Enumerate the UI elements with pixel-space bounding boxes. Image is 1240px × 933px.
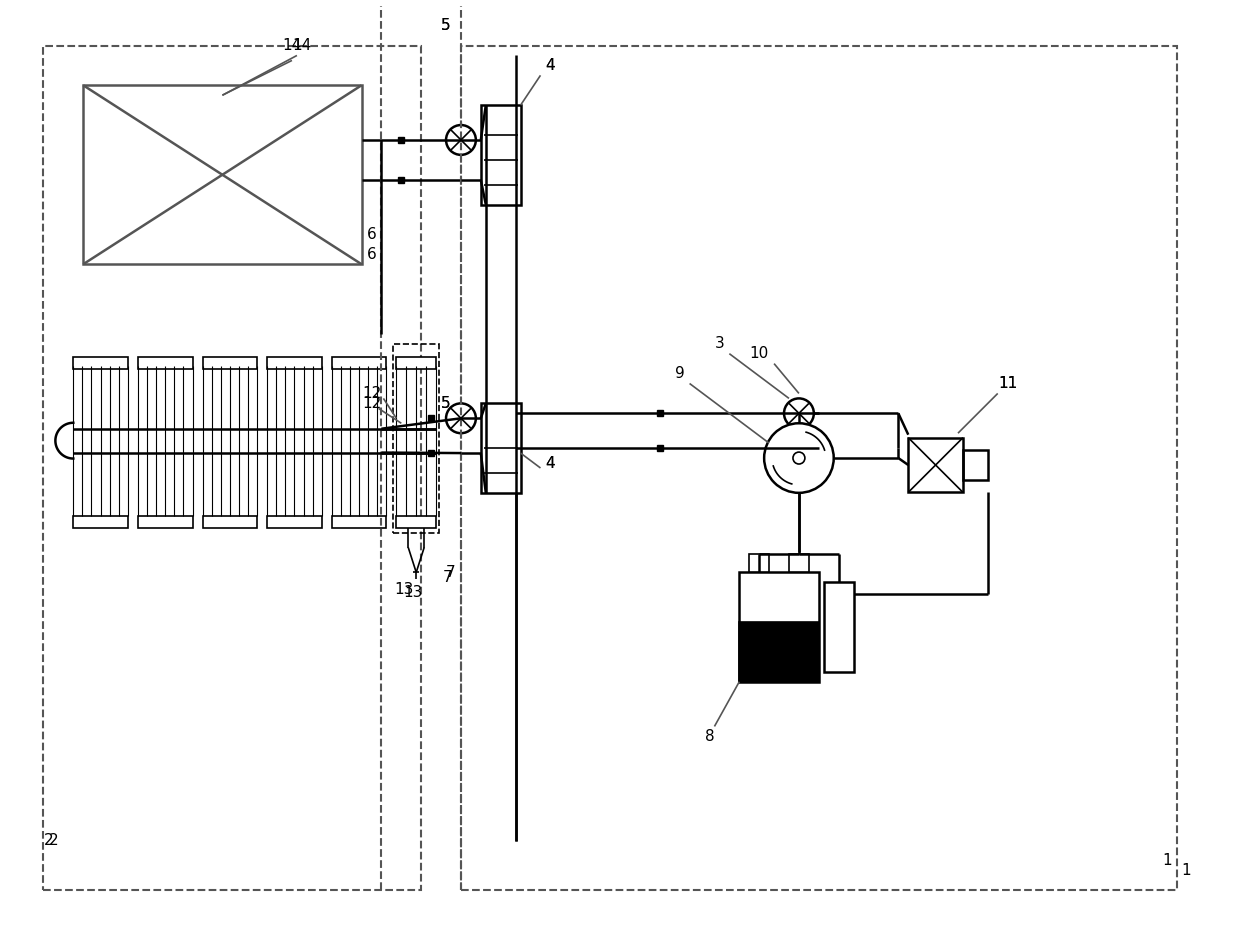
Text: 5: 5 bbox=[441, 18, 451, 34]
Text: 4: 4 bbox=[546, 455, 556, 470]
Text: 8: 8 bbox=[704, 729, 714, 744]
Text: 4: 4 bbox=[546, 455, 556, 470]
Bar bbox=[267, 516, 322, 528]
Bar bbox=[267, 356, 322, 369]
Text: 2: 2 bbox=[48, 833, 58, 848]
Bar bbox=[83, 85, 362, 264]
Bar bbox=[749, 554, 769, 572]
Bar bbox=[138, 356, 192, 369]
Text: 5: 5 bbox=[441, 18, 451, 34]
Bar bbox=[789, 554, 808, 572]
Circle shape bbox=[784, 398, 813, 428]
Text: 12: 12 bbox=[362, 386, 381, 401]
Circle shape bbox=[446, 125, 476, 155]
Text: 5: 5 bbox=[441, 396, 451, 411]
Text: 6: 6 bbox=[367, 227, 377, 242]
Text: 1: 1 bbox=[1182, 863, 1192, 878]
Bar bbox=[43, 46, 422, 890]
Text: 14: 14 bbox=[283, 38, 301, 53]
Text: 12: 12 bbox=[362, 396, 381, 411]
Bar bbox=[908, 438, 963, 493]
Bar bbox=[739, 621, 818, 682]
Bar bbox=[461, 46, 1177, 890]
Bar bbox=[823, 582, 853, 672]
Text: 14: 14 bbox=[293, 38, 311, 53]
Text: 11: 11 bbox=[998, 376, 1017, 391]
Bar bbox=[397, 516, 436, 528]
Text: 9: 9 bbox=[675, 366, 684, 381]
Text: 5: 5 bbox=[441, 396, 451, 411]
Text: 4: 4 bbox=[546, 58, 556, 73]
Bar bbox=[393, 343, 439, 533]
Bar bbox=[138, 516, 192, 528]
Bar bbox=[397, 356, 436, 369]
Text: 3: 3 bbox=[714, 336, 724, 351]
Text: 1: 1 bbox=[1162, 853, 1172, 868]
Text: 7: 7 bbox=[443, 570, 453, 585]
Text: 2: 2 bbox=[43, 833, 53, 848]
Bar bbox=[963, 450, 988, 480]
Bar bbox=[481, 105, 521, 204]
Bar bbox=[739, 572, 818, 682]
Text: 4: 4 bbox=[546, 58, 556, 73]
Text: 6: 6 bbox=[367, 246, 377, 262]
Bar bbox=[202, 356, 257, 369]
Text: 13: 13 bbox=[403, 585, 423, 600]
Text: 7: 7 bbox=[446, 564, 456, 580]
Circle shape bbox=[446, 403, 476, 433]
Circle shape bbox=[792, 453, 805, 464]
Text: 11: 11 bbox=[998, 376, 1017, 391]
Circle shape bbox=[764, 424, 833, 493]
Bar bbox=[73, 356, 128, 369]
Bar bbox=[332, 356, 387, 369]
Text: 13: 13 bbox=[394, 582, 414, 597]
Bar bbox=[481, 403, 521, 493]
Bar bbox=[332, 516, 387, 528]
Bar bbox=[73, 516, 128, 528]
Bar bbox=[202, 516, 257, 528]
Text: 10: 10 bbox=[749, 346, 769, 361]
